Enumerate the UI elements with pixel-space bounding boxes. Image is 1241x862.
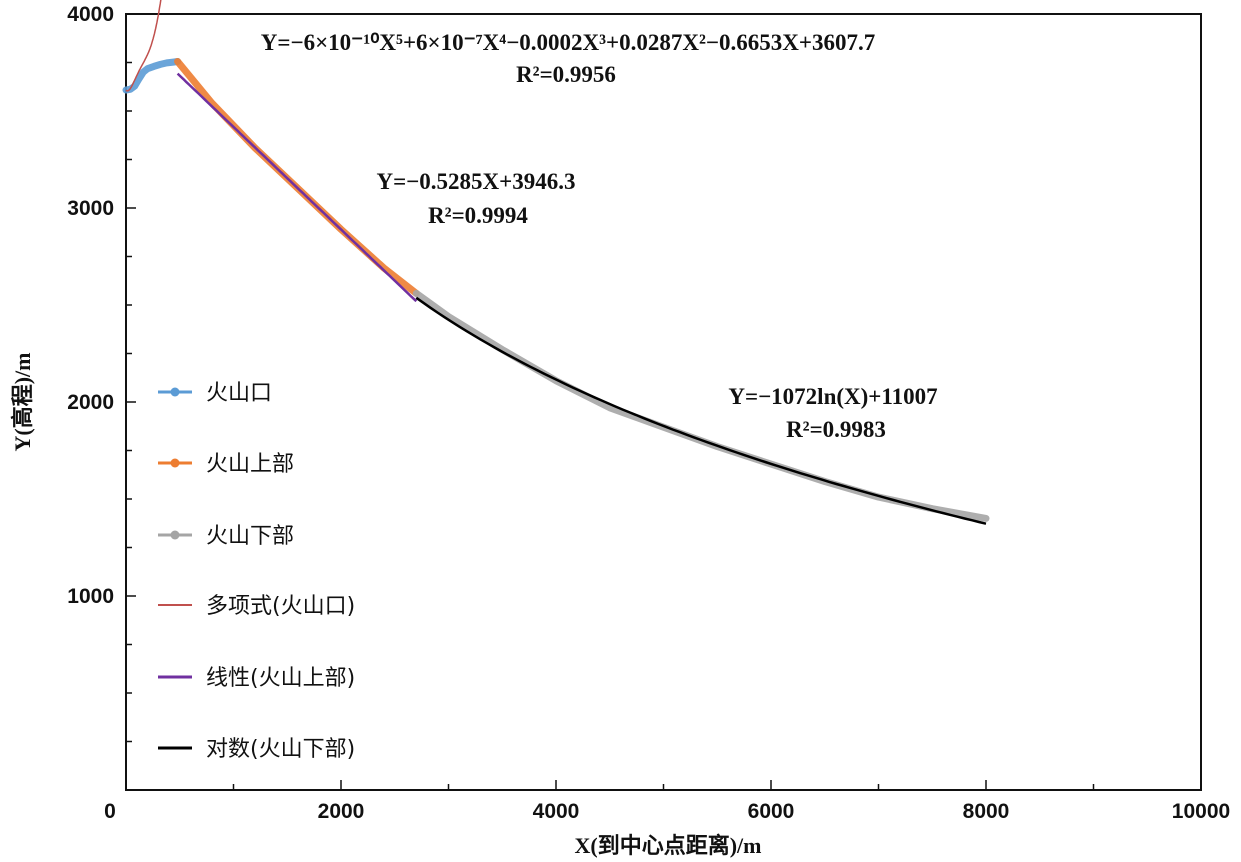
y-tick-label: 1000: [67, 585, 114, 608]
poly-r2: R²=0.9956: [516, 62, 616, 87]
legend-item-linear-fit: 线性(火山上部): [158, 666, 355, 691]
legend-marker-crater: [170, 387, 180, 397]
series-layer: [122, 0, 990, 525]
fit-line-3: [125, 0, 162, 92]
y-axis-ticks: 1000 2000 3000 4000: [67, 3, 136, 743]
legend: 火山口 火山上部 火山下部 多项式(火山口) 线性(火山上部) 对数(火山下部): [158, 381, 355, 762]
legend-label-poly-fit: 多项式(火山口): [206, 594, 355, 619]
linear-equation: Y=−0.5285X+3946.3: [376, 169, 575, 194]
x-axis-ticks: 0 2000 4000 6000 8000 10000: [104, 780, 1230, 823]
x-tick-label: 0: [104, 800, 116, 823]
legend-label-crater: 火山口: [206, 381, 272, 406]
y-tick-label: 3000: [67, 197, 114, 220]
legend-label-upper: 火山上部: [206, 452, 294, 477]
legend-label-log-fit: 对数(火山下部): [206, 737, 355, 762]
legend-item-crater: 火山口: [158, 381, 272, 406]
y-tick-label: 2000: [67, 391, 114, 414]
legend-item-upper: 火山上部: [158, 452, 294, 477]
legend-item-poly-fit: 多项式(火山口): [158, 594, 355, 619]
x-tick-label: 8000: [963, 800, 1010, 823]
x-tick-label: 4000: [533, 800, 580, 823]
y-axis-title: Y(高程)/m: [10, 353, 35, 452]
poly-equation: Y=−6×10⁻¹⁰X⁵+6×10⁻⁷X⁴−0.0002X³+0.0287X²−…: [261, 30, 876, 55]
legend-label-lower: 火山下部: [206, 524, 294, 549]
log-r2: R²=0.9983: [786, 417, 886, 442]
x-tick-label: 2000: [318, 800, 365, 823]
linear-r2: R²=0.9994: [428, 203, 528, 228]
legend-marker-lower: [170, 530, 180, 540]
legend-marker-upper: [170, 458, 180, 468]
x-tick-label: 10000: [1172, 800, 1230, 823]
fit-line-4: [176, 72, 418, 303]
log-equation: Y=−1072ln(X)+11007: [728, 384, 937, 409]
x-tick-label: 6000: [748, 800, 795, 823]
x-axis-title: X(到中心点距离)/m: [575, 833, 762, 858]
legend-item-lower: 火山下部: [158, 524, 294, 549]
y-tick-label: 4000: [67, 3, 114, 26]
fit-line-5: [415, 296, 987, 525]
legend-label-linear-fit: 线性(火山上部): [206, 666, 355, 691]
series-line-0: [122, 58, 182, 94]
legend-item-log-fit: 对数(火山下部): [158, 737, 355, 762]
